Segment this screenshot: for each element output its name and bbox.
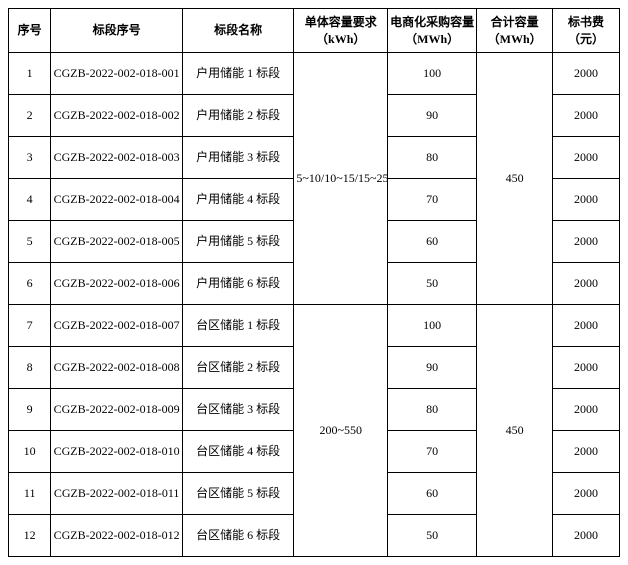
cell-seq: 7 — [9, 305, 51, 347]
cell-seq: 4 — [9, 179, 51, 221]
cell-seq: 9 — [9, 389, 51, 431]
cell-seq: 5 — [9, 221, 51, 263]
cell-ecom: 100 — [388, 53, 477, 95]
cell-code: CGZB-2022-002-018-010 — [51, 431, 183, 473]
header-row: 序号 标段序号 标段名称 单体容量要求（kWh） 电商化采购容量（MWh） 合计… — [9, 9, 620, 53]
cell-seq: 10 — [9, 431, 51, 473]
cell-fee: 2000 — [553, 473, 620, 515]
cell-fee: 2000 — [553, 347, 620, 389]
cell-total: 450 — [477, 305, 553, 557]
cell-fee: 2000 — [553, 137, 620, 179]
cell-name: 户用储能 4 标段 — [182, 179, 293, 221]
cell-fee: 2000 — [553, 221, 620, 263]
cell-fee: 2000 — [553, 263, 620, 305]
cell-code: CGZB-2022-002-018-006 — [51, 263, 183, 305]
cell-name: 户用储能 5 标段 — [182, 221, 293, 263]
cell-unit-req: 5~10/10~15/15~25 — [294, 53, 388, 305]
cell-name: 台区储能 3 标段 — [182, 389, 293, 431]
cell-ecom: 70 — [388, 179, 477, 221]
cell-seq: 1 — [9, 53, 51, 95]
cell-fee: 2000 — [553, 53, 620, 95]
cell-unit-req: 200~550 — [294, 305, 388, 557]
cell-code: CGZB-2022-002-018-011 — [51, 473, 183, 515]
cell-ecom: 100 — [388, 305, 477, 347]
cell-fee: 2000 — [553, 431, 620, 473]
cell-fee: 2000 — [553, 95, 620, 137]
table-row: 7CGZB-2022-002-018-007台区储能 1 标段200~55010… — [9, 305, 620, 347]
header-code: 标段序号 — [51, 9, 183, 53]
cell-ecom: 60 — [388, 221, 477, 263]
cell-name: 台区储能 1 标段 — [182, 305, 293, 347]
table-body: 1CGZB-2022-002-018-001户用储能 1 标段5~10/10~1… — [9, 53, 620, 557]
cell-seq: 3 — [9, 137, 51, 179]
cell-code: CGZB-2022-002-018-005 — [51, 221, 183, 263]
cell-ecom: 80 — [388, 389, 477, 431]
header-fee: 标书费（元） — [553, 9, 620, 53]
cell-seq: 2 — [9, 95, 51, 137]
cell-code: CGZB-2022-002-018-012 — [51, 515, 183, 557]
cell-name: 台区储能 6 标段 — [182, 515, 293, 557]
cell-code: CGZB-2022-002-018-008 — [51, 347, 183, 389]
cell-name: 台区储能 4 标段 — [182, 431, 293, 473]
cell-ecom: 50 — [388, 515, 477, 557]
header-unit: 单体容量要求（kWh） — [294, 9, 388, 53]
bid-table: 序号 标段序号 标段名称 单体容量要求（kWh） 电商化采购容量（MWh） 合计… — [8, 8, 620, 557]
cell-name: 户用储能 6 标段 — [182, 263, 293, 305]
cell-ecom: 80 — [388, 137, 477, 179]
cell-code: CGZB-2022-002-018-003 — [51, 137, 183, 179]
cell-code: CGZB-2022-002-018-002 — [51, 95, 183, 137]
cell-name: 户用储能 3 标段 — [182, 137, 293, 179]
cell-ecom: 90 — [388, 95, 477, 137]
cell-name: 台区储能 2 标段 — [182, 347, 293, 389]
cell-total: 450 — [477, 53, 553, 305]
cell-name: 台区储能 5 标段 — [182, 473, 293, 515]
cell-ecom: 90 — [388, 347, 477, 389]
cell-fee: 2000 — [553, 515, 620, 557]
cell-seq: 8 — [9, 347, 51, 389]
cell-ecom: 70 — [388, 431, 477, 473]
cell-ecom: 50 — [388, 263, 477, 305]
cell-code: CGZB-2022-002-018-009 — [51, 389, 183, 431]
header-seq: 序号 — [9, 9, 51, 53]
cell-fee: 2000 — [553, 179, 620, 221]
cell-fee: 2000 — [553, 305, 620, 347]
header-name: 标段名称 — [182, 9, 293, 53]
cell-name: 户用储能 2 标段 — [182, 95, 293, 137]
cell-seq: 11 — [9, 473, 51, 515]
cell-code: CGZB-2022-002-018-001 — [51, 53, 183, 95]
cell-fee: 2000 — [553, 389, 620, 431]
header-total: 合计容量（MWh） — [477, 9, 553, 53]
header-ecom: 电商化采购容量（MWh） — [388, 9, 477, 53]
cell-seq: 12 — [9, 515, 51, 557]
cell-name: 户用储能 1 标段 — [182, 53, 293, 95]
cell-code: CGZB-2022-002-018-004 — [51, 179, 183, 221]
cell-seq: 6 — [9, 263, 51, 305]
cell-code: CGZB-2022-002-018-007 — [51, 305, 183, 347]
table-row: 1CGZB-2022-002-018-001户用储能 1 标段5~10/10~1… — [9, 53, 620, 95]
cell-ecom: 60 — [388, 473, 477, 515]
